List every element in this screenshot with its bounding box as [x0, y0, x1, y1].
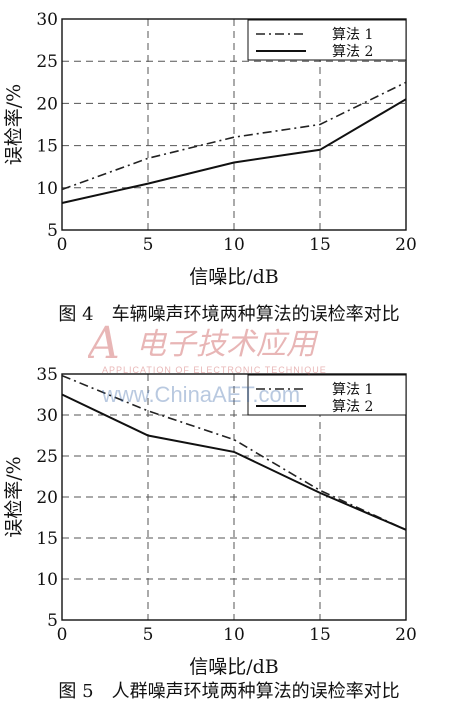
x-tick-label: 15	[309, 235, 331, 255]
legend-label-1: 算法 1	[332, 382, 373, 398]
figure-caption: 图 4 车辆噪声环境两种算法的误检率对比	[58, 304, 399, 325]
figure-caption: 图 5 人群噪声环境两种算法的误检率对比	[58, 681, 399, 702]
x-tick-label: 5	[143, 235, 154, 255]
y-tick-label: 10	[36, 570, 58, 590]
series-line-2	[61, 98, 407, 204]
x-tick-label: 10	[223, 235, 245, 255]
x-axis-label: 信噪比/dB	[189, 266, 279, 288]
y-axis-label: 误检率/%	[3, 84, 25, 165]
plot-frame	[61, 18, 407, 231]
x-tick-label: 5	[143, 625, 154, 645]
series-line-1	[61, 81, 407, 191]
y-tick-label: 25	[36, 52, 58, 72]
x-axis-label: 信噪比/dB	[189, 656, 279, 678]
y-axis-label: 误检率/%	[3, 456, 25, 537]
y-tick-label: 15	[36, 137, 58, 157]
y-tick-label: 35	[36, 365, 58, 385]
x-tick-label: 15	[309, 625, 331, 645]
y-tick-label: 30	[36, 10, 58, 30]
x-tick-label: 0	[57, 235, 68, 255]
plot-frame	[61, 373, 407, 621]
series-line-1	[61, 374, 407, 531]
y-tick-label: 30	[36, 406, 58, 426]
legend-label-2: 算法 2	[332, 399, 373, 415]
y-tick-label: 20	[36, 94, 58, 114]
y-tick-label: 20	[36, 488, 58, 508]
legend-box	[247, 19, 407, 61]
legend-box	[247, 374, 407, 416]
x-tick-label: 20	[395, 625, 417, 645]
x-tick-label: 0	[57, 625, 68, 645]
legend-label-2: 算法 2	[332, 44, 373, 60]
y-tick-label: 5	[47, 221, 58, 241]
y-tick-label: 25	[36, 447, 58, 467]
series-line-2	[61, 393, 407, 531]
y-tick-label: 15	[36, 529, 58, 549]
x-tick-label: 20	[395, 235, 417, 255]
legend-label-1: 算法 1	[332, 27, 373, 43]
y-tick-label: 10	[36, 179, 58, 199]
y-tick-label: 5	[47, 611, 58, 631]
x-tick-label: 10	[223, 625, 245, 645]
